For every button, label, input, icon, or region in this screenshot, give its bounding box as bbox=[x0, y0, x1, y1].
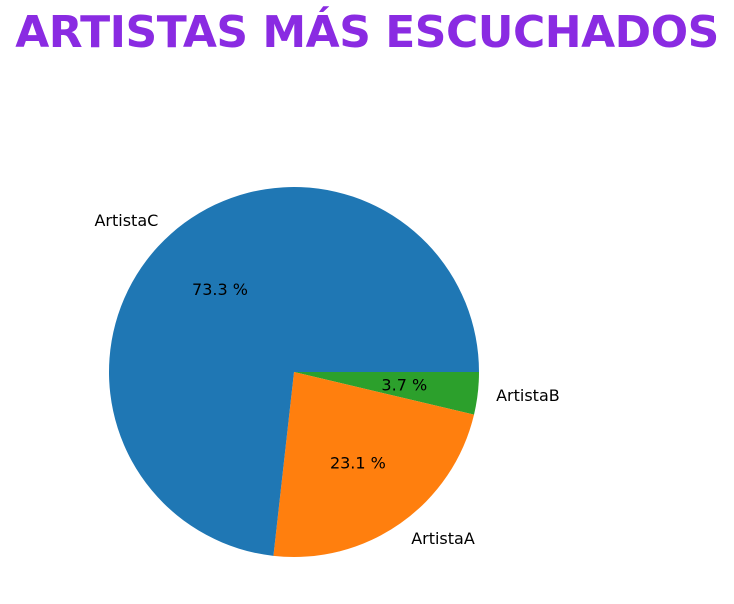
pct-label-artistab: 3.7 % bbox=[381, 375, 427, 394]
pct-label-artistaa: 23.1 % bbox=[330, 453, 386, 472]
slice-label-artistaa: ArtistaA bbox=[411, 529, 475, 548]
pct-label-artistac: 73.3 % bbox=[192, 280, 248, 299]
slice-label-artistab: ArtistaB bbox=[496, 386, 560, 405]
slice-label-artistac: ArtistaC bbox=[94, 211, 158, 230]
pie-slices bbox=[109, 187, 479, 557]
